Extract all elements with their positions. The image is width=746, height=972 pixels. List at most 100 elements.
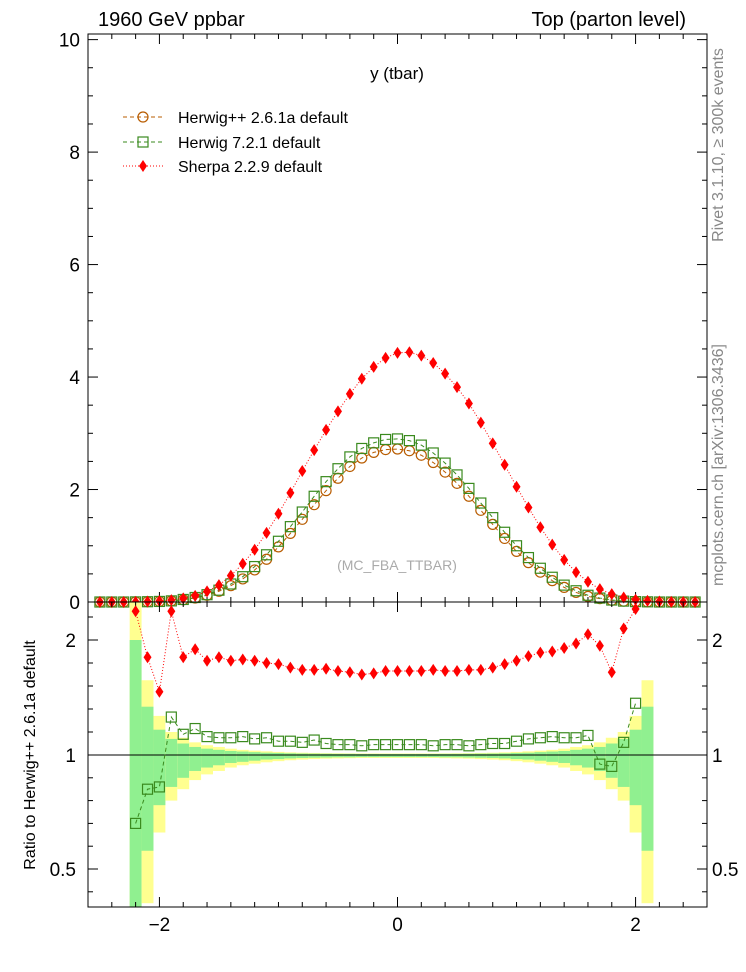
data-point bbox=[214, 579, 223, 592]
ratio-point bbox=[308, 734, 320, 746]
data-point bbox=[631, 593, 640, 606]
data-point bbox=[250, 543, 259, 556]
ratio-point bbox=[214, 651, 223, 664]
series-line bbox=[99, 438, 696, 603]
data-point bbox=[643, 594, 652, 607]
ratio-point bbox=[177, 728, 189, 740]
ratio-point bbox=[415, 739, 427, 751]
data-point bbox=[439, 466, 451, 478]
ratio-point bbox=[606, 760, 618, 773]
ratio-point bbox=[560, 642, 569, 655]
band-stat bbox=[201, 748, 213, 768]
ratio-point bbox=[548, 645, 557, 658]
ratio-point bbox=[476, 663, 485, 676]
ratio-xtick-labels: −2 0 2 bbox=[149, 915, 641, 936]
ratio-point bbox=[153, 781, 166, 793]
ratio-point bbox=[439, 739, 451, 751]
ratio-point bbox=[203, 654, 212, 667]
ratio-point bbox=[345, 666, 354, 679]
data-point bbox=[595, 583, 604, 596]
ratio-point bbox=[463, 740, 475, 752]
ratio-point bbox=[189, 722, 201, 735]
main-title: y (tbar) bbox=[370, 64, 424, 83]
ratio-point bbox=[393, 665, 402, 678]
data-point bbox=[379, 443, 392, 456]
data-point bbox=[203, 585, 212, 598]
data-point bbox=[451, 469, 463, 481]
ratio-ytick-labels: 0.5 0.5 1 1 2 2 bbox=[50, 631, 739, 881]
band-stat bbox=[236, 751, 249, 762]
ratio-point bbox=[249, 733, 261, 745]
ratio-point bbox=[582, 729, 594, 742]
main-axis-ticks bbox=[87, 34, 708, 603]
data-point bbox=[272, 535, 285, 547]
data-point bbox=[558, 579, 570, 591]
data-point bbox=[296, 513, 308, 525]
band-stat bbox=[605, 743, 618, 778]
ratio-point bbox=[379, 739, 392, 751]
ratio-point bbox=[272, 735, 285, 747]
ratio-point bbox=[464, 663, 473, 676]
data-point bbox=[534, 562, 546, 574]
band-stat bbox=[439, 753, 452, 758]
band-stat bbox=[224, 750, 237, 763]
ratio-point bbox=[250, 654, 259, 667]
ratio-point bbox=[296, 736, 308, 748]
ratio-point bbox=[453, 665, 462, 678]
band-stat bbox=[284, 753, 297, 759]
data-point bbox=[441, 367, 450, 380]
band-stat bbox=[355, 753, 368, 758]
band-stat bbox=[343, 753, 356, 758]
data-point bbox=[403, 445, 416, 457]
data-point bbox=[310, 444, 319, 457]
ratio-xtick-label: 0 bbox=[392, 915, 403, 936]
data-point bbox=[522, 551, 535, 564]
ratio-ytick-label-right: 1 bbox=[712, 746, 723, 767]
data-point bbox=[356, 452, 368, 464]
data-point bbox=[476, 416, 485, 429]
band-stat bbox=[641, 706, 654, 851]
data-point bbox=[393, 346, 402, 359]
series-1 bbox=[94, 433, 701, 608]
band-stat bbox=[248, 752, 261, 761]
data-point bbox=[451, 477, 463, 489]
legend-entry-sherpa: Sherpa 2.2.9 default bbox=[123, 159, 323, 176]
data-point bbox=[322, 423, 331, 436]
band-stat bbox=[153, 729, 166, 806]
ratio-ytick-label-right: 2 bbox=[712, 631, 723, 652]
band-stat bbox=[141, 706, 154, 851]
ratio-point bbox=[213, 732, 225, 744]
ratio-point bbox=[225, 732, 237, 744]
data-point bbox=[308, 499, 320, 511]
ratio-point bbox=[441, 665, 450, 678]
ratio-point bbox=[403, 739, 416, 751]
side-site-label: mcplots.cern.ch [arXiv:1306.3436] bbox=[710, 344, 727, 586]
ratio-point bbox=[524, 650, 533, 663]
ratio-ytick-label-left: 1 bbox=[65, 746, 76, 767]
ratio-point bbox=[536, 646, 545, 659]
ratio-point bbox=[201, 730, 213, 743]
watermark: (MC_FBA_TTBAR) bbox=[337, 557, 457, 573]
data-point bbox=[510, 540, 523, 552]
data-point bbox=[296, 506, 308, 518]
ratio-point bbox=[618, 736, 630, 748]
ratio-point bbox=[238, 653, 247, 666]
data-point bbox=[155, 595, 164, 608]
data-point bbox=[272, 541, 285, 553]
data-point bbox=[534, 566, 546, 578]
band-stat bbox=[474, 753, 487, 758]
series-2 bbox=[95, 346, 700, 608]
data-point bbox=[344, 460, 356, 473]
data-point bbox=[286, 486, 295, 499]
ratio-ylabel: Ratio to Herwig++ 2.6.1a default bbox=[22, 640, 39, 870]
ratio-series-line bbox=[135, 608, 637, 692]
band-stat bbox=[462, 753, 475, 758]
data-point bbox=[548, 538, 557, 551]
ratio-point bbox=[534, 732, 546, 744]
data-point bbox=[536, 521, 545, 534]
ratio-point bbox=[381, 665, 390, 678]
main-ytick-label: 0 bbox=[69, 593, 80, 614]
data-point bbox=[191, 589, 200, 602]
ratio-ytick-label-left: 0.5 bbox=[50, 860, 76, 881]
band-stat bbox=[629, 729, 642, 806]
